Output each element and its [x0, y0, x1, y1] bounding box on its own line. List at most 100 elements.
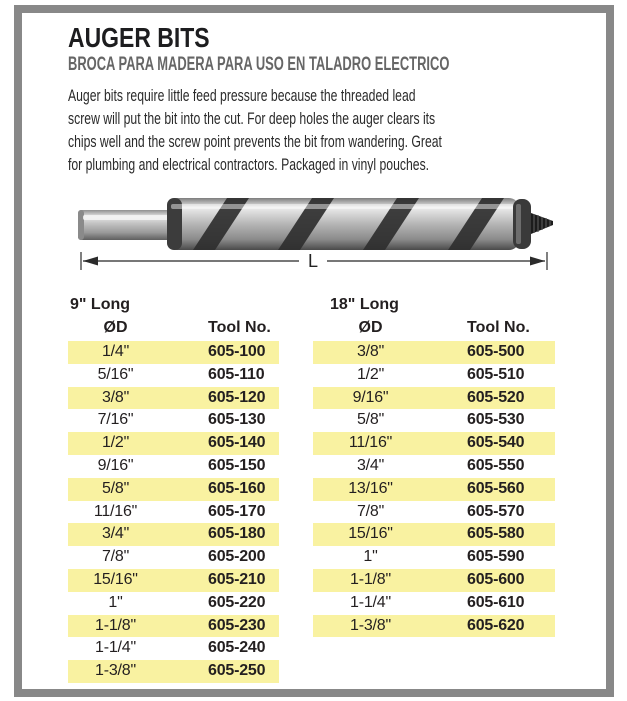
table-row: 1-3/8" 605-620 [313, 614, 555, 638]
dimension-line: L [80, 251, 548, 271]
table-row: 9/16" 605-520 [313, 386, 555, 410]
description-line: for plumbing and electrical contractors.… [68, 156, 430, 174]
tool-no-cell: 605-620 [467, 616, 525, 634]
diameter-cell: 1-1/4" [350, 593, 391, 611]
diameter-cell: 3/4" [101, 525, 130, 543]
page-subtitle: BROCA PARA MADERA PARA USO EN TALADRO EL… [68, 54, 450, 75]
diameter-cell: 13/16" [348, 479, 393, 497]
tool-no-cell: 605-540 [467, 434, 525, 452]
tool-no-cell: 605-100 [208, 343, 266, 360]
table-title: 18" Long [330, 296, 399, 313]
table-9in-long: 9" Long ØD Tool No. 1/4" 605-100 5/16" 6… [68, 296, 279, 683]
tool-no-cell: 605-250 [208, 662, 266, 680]
tool-no-cell: 605-600 [467, 570, 525, 588]
table-row: 1-3/8" 605-250 [68, 660, 279, 683]
diameter-cell: 3/4" [356, 456, 385, 474]
table-row: 15/16" 605-580 [313, 523, 555, 547]
table-row: 1-1/8" 605-600 [313, 568, 555, 592]
table-row: 1-1/4" 605-610 [313, 592, 555, 615]
diameter-cell: 1-1/8" [350, 570, 391, 588]
table-row: 3/4" 605-180 [68, 523, 279, 547]
diameter-cell: 1/2" [356, 365, 385, 383]
table-body: 1/4" 605-100 5/16" 605-110 3/8" 605-120 [68, 341, 279, 683]
diameter-cell: 15/16" [348, 525, 393, 543]
table-row: 3/8" 605-500 [313, 341, 555, 364]
table-header-row: ØD Tool No. [313, 317, 555, 341]
column-header-diameter: ØD [103, 319, 128, 336]
diameter-cell: 11/16" [348, 434, 393, 452]
catalog-page-frame: AUGER BITS BROCA PARA MADERA PARA USO EN… [14, 5, 614, 697]
tool-no-cell: 605-150 [208, 456, 266, 474]
tool-no-cell: 605-560 [467, 479, 525, 497]
page-title: AUGER BITS [68, 22, 210, 53]
tool-no-cell: 605-580 [467, 525, 525, 543]
table-body: 3/8" 605-500 1/2" 605-510 9/16" 605-520 [313, 341, 555, 638]
tool-no-cell: 605-170 [208, 502, 266, 520]
diameter-cell: 1/2" [101, 434, 130, 452]
tool-no-cell: 605-530 [467, 411, 525, 429]
diameter-cell: 9/16" [352, 388, 389, 406]
table-row: 15/16" 605-210 [68, 568, 279, 592]
tool-no-cell: 605-220 [208, 593, 266, 611]
diameter-cell: 1-3/8" [350, 616, 391, 634]
diameter-cell: 1-3/8" [95, 662, 136, 680]
table-row: 7/8" 605-200 [68, 546, 279, 569]
diameter-cell: 11/16" [93, 502, 138, 520]
table-row: 3/8" 605-120 [68, 386, 279, 410]
tool-no-cell: 605-110 [208, 365, 265, 383]
arrow-left-icon [83, 256, 98, 266]
table-row: 9/16" 605-150 [68, 455, 279, 478]
diameter-cell: 1-1/4" [95, 639, 136, 657]
table-row: 1-1/8" 605-230 [68, 614, 279, 638]
diameter-cell: 1" [108, 593, 123, 611]
catalog-page-content: AUGER BITS BROCA PARA MADERA PARA USO EN… [22, 13, 606, 689]
description-line: screw will put the bit into the cut. For… [68, 110, 436, 128]
table-row: 3/4" 605-550 [313, 455, 555, 478]
tool-no-cell: 605-610 [467, 593, 525, 611]
table-row: 5/8" 605-530 [313, 409, 555, 432]
description: Auger bits require little feed pressure … [68, 85, 442, 177]
diameter-cell: 7/16" [97, 411, 134, 429]
bit-screw-tip-image [513, 199, 553, 249]
tool-no-cell: 605-240 [208, 639, 266, 657]
diameter-cell: 7/8" [101, 548, 130, 566]
tool-no-cell: 605-550 [467, 456, 525, 474]
table-row: 7/16" 605-130 [68, 409, 279, 432]
table-row: 1" 605-220 [68, 592, 279, 615]
diameter-cell: 5/8" [356, 411, 385, 429]
diameter-cell: 1/4" [101, 343, 130, 360]
table-row: 1/4" 605-100 [68, 341, 279, 364]
tool-no-cell: 605-570 [467, 502, 525, 520]
arrow-right-icon [530, 256, 545, 266]
table-row: 11/16" 605-540 [313, 432, 555, 455]
table-row: 5/16" 605-110 [68, 364, 279, 387]
bit-flute-image [167, 198, 519, 250]
tool-no-cell: 605-160 [208, 479, 266, 497]
table-header-row: ØD Tool No. [68, 317, 279, 341]
tool-no-cell: 605-520 [467, 388, 525, 406]
tool-no-cell: 605-140 [208, 434, 266, 452]
column-header-tool-no: Tool No. [467, 319, 530, 336]
diameter-cell: 5/8" [101, 479, 130, 497]
tool-no-cell: 605-130 [208, 411, 266, 429]
diameter-cell: 3/8" [356, 343, 385, 360]
table-row: 1-1/4" 605-240 [68, 637, 279, 660]
tool-no-cell: 605-180 [208, 525, 266, 543]
tool-no-cell: 605-590 [467, 548, 525, 566]
tool-no-cell: 605-500 [467, 343, 525, 360]
table-row: 1" 605-590 [313, 546, 555, 569]
diameter-cell: 1" [363, 548, 378, 566]
diameter-cell: 15/16" [93, 570, 138, 588]
description-line: Auger bits require little feed pressure … [68, 87, 416, 105]
tool-no-cell: 605-230 [208, 616, 266, 634]
description-line: chips well and the screw point prevents … [68, 133, 442, 151]
bit-shank-image [78, 210, 177, 240]
diameter-cell: 9/16" [97, 456, 134, 474]
table-row: 5/8" 605-160 [68, 477, 279, 501]
table-row: 1/2" 605-510 [313, 364, 555, 387]
diameter-cell: 3/8" [101, 388, 130, 406]
dimension-label: L [308, 251, 318, 271]
column-header-diameter: ØD [358, 319, 383, 336]
column-header-tool-no: Tool No. [208, 319, 271, 336]
table-row: 13/16" 605-560 [313, 477, 555, 501]
